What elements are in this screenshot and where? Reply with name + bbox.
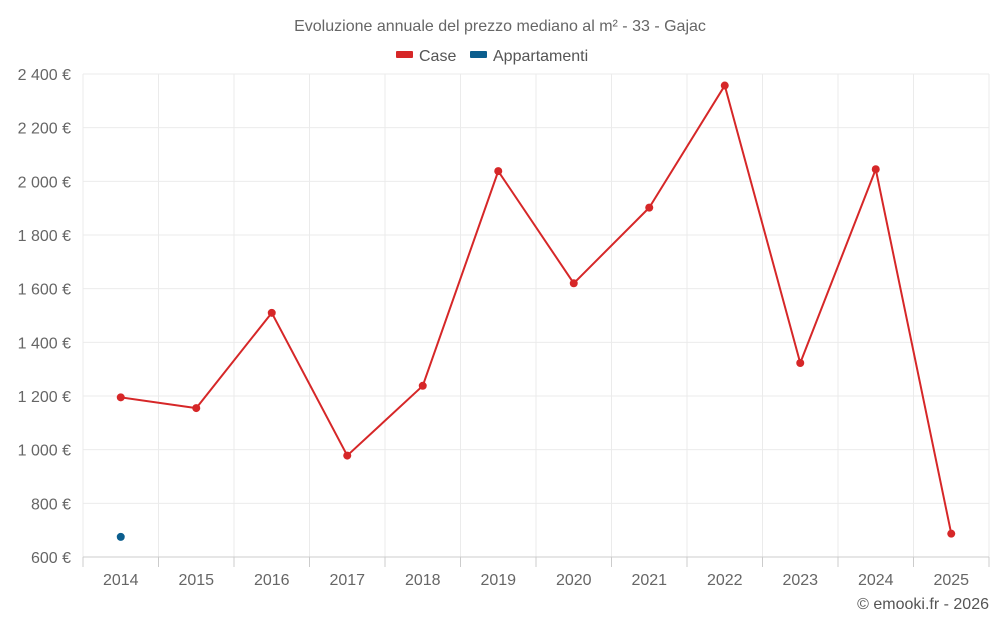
series-line-case — [120, 84, 953, 534]
x-tick-label: 2015 — [178, 572, 214, 589]
credit: © emooki.fr - 2026 — [857, 596, 989, 613]
y-tick-label: 600 € — [31, 550, 71, 567]
y-tick-label: 1 800 € — [18, 228, 71, 245]
data-point-case-2014[interactable] — [116, 393, 125, 402]
data-point-case-2024[interactable] — [871, 165, 880, 174]
y-tick-label: 1 200 € — [18, 389, 71, 406]
legend-label-appartamenti: Appartamenti — [493, 48, 588, 65]
series-case — [116, 81, 956, 538]
data-point-case-2022[interactable] — [720, 81, 729, 90]
data-point-case-2021[interactable] — [645, 203, 654, 212]
y-tick-label: 2 000 € — [18, 174, 71, 191]
x-tick-label: 2017 — [329, 572, 365, 589]
legend-label-case: Case — [419, 48, 456, 65]
x-tick-label: 2023 — [782, 572, 818, 589]
data-point-case-2025[interactable] — [947, 529, 956, 538]
chart-title: Evoluzione annuale del prezzo mediano al… — [294, 18, 706, 35]
x-tick-label: 2016 — [254, 572, 290, 589]
x-axis: 2014 2015 2016 2017 2018 2019 2020 2021 2022 2023… — [82, 556, 990, 589]
data-point-case-2018[interactable] — [418, 381, 427, 390]
series-appartamenti — [116, 532, 125, 541]
x-tick-label: 2022 — [707, 572, 743, 589]
legend-item-case[interactable]: Case — [396, 48, 456, 65]
x-tick-label: 2018 — [405, 572, 441, 589]
x-tick-label: 2019 — [480, 572, 516, 589]
data-point-case-2020[interactable] — [569, 279, 578, 288]
y-tick-label: 1 600 € — [18, 282, 71, 299]
data-point-case-2017[interactable] — [343, 451, 352, 460]
x-tick-label: 2020 — [556, 572, 592, 589]
x-tick-label: 2024 — [858, 572, 894, 589]
x-tick-label: 2025 — [933, 572, 969, 589]
y-tick-label: 2 200 € — [18, 121, 71, 138]
data-point-case-2015[interactable] — [192, 404, 201, 413]
y-tick-label: 2 400 € — [18, 67, 71, 84]
data-point-case-2023[interactable] — [796, 358, 805, 367]
data-point-appartamenti-2014[interactable] — [116, 532, 125, 541]
legend-item-appartamenti[interactable]: Appartamenti — [470, 48, 588, 65]
x-tick-label: 2021 — [631, 572, 667, 589]
data-point-case-2016[interactable] — [267, 308, 276, 317]
plot-area — [116, 81, 956, 541]
legend-swatch-case — [396, 51, 413, 58]
y-axis: 600 € 800 € 1 000 € 1 200 € 1 400 € 1 600 € 1 … — [18, 67, 71, 567]
legend: Case Appartamenti — [396, 48, 588, 65]
y-tick-label: 800 € — [31, 496, 71, 513]
data-point-case-2019[interactable] — [494, 167, 503, 176]
y-tick-label: 1 400 € — [18, 335, 71, 352]
grid — [82, 73, 990, 558]
y-tick-label: 1 000 € — [18, 443, 71, 460]
legend-swatch-appartamenti — [470, 51, 487, 58]
x-tick-label: 2014 — [103, 572, 139, 589]
